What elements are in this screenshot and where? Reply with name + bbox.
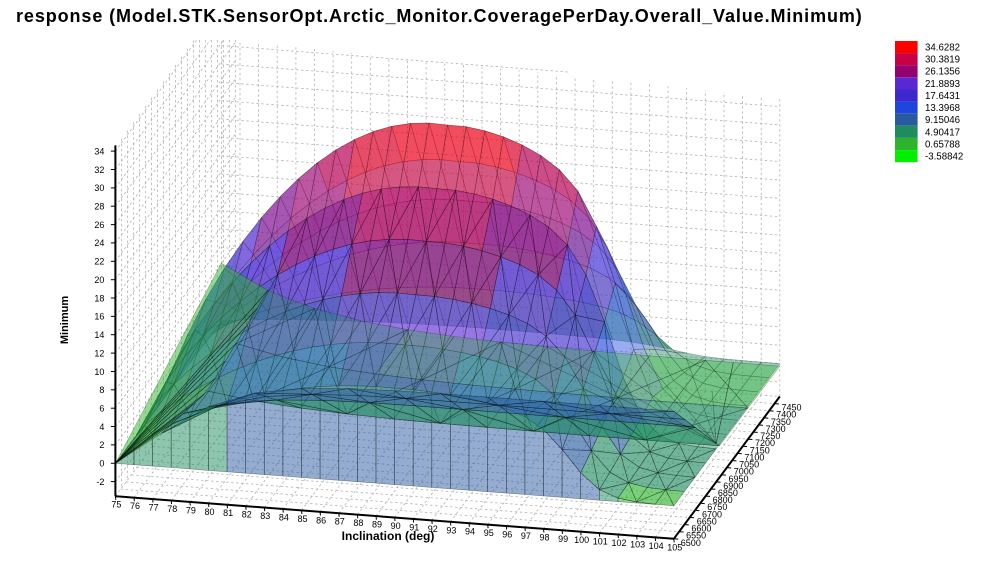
svg-text:13.3968: 13.3968	[925, 103, 960, 114]
svg-text:103: 103	[630, 540, 645, 550]
svg-text:Minimum: Minimum	[59, 296, 71, 344]
svg-text:22: 22	[94, 257, 104, 267]
svg-text:79: 79	[186, 505, 196, 515]
svg-text:28: 28	[94, 202, 104, 212]
svg-text:76: 76	[130, 501, 140, 511]
svg-text:104: 104	[649, 541, 664, 551]
svg-text:30.3819: 30.3819	[925, 55, 960, 66]
svg-text:100: 100	[574, 535, 589, 545]
svg-text:26: 26	[94, 220, 104, 230]
svg-text:0: 0	[99, 459, 104, 469]
svg-text:97: 97	[521, 531, 531, 541]
svg-text:18: 18	[94, 293, 104, 303]
svg-text:86: 86	[316, 515, 326, 525]
svg-text:102: 102	[611, 538, 626, 548]
svg-text:8: 8	[99, 385, 104, 395]
svg-text:0.65788: 0.65788	[925, 139, 960, 150]
svg-text:82: 82	[242, 510, 252, 520]
svg-text:85: 85	[297, 514, 307, 524]
svg-text:87: 87	[335, 517, 345, 527]
svg-text:96: 96	[502, 530, 512, 540]
svg-text:34: 34	[94, 146, 104, 156]
svg-text:101: 101	[593, 537, 608, 547]
svg-text:21.8893: 21.8893	[925, 79, 960, 90]
svg-text:94: 94	[465, 527, 475, 537]
svg-text:-3.58842: -3.58842	[925, 152, 963, 163]
svg-text:98: 98	[539, 532, 549, 542]
svg-text:7450: 7450	[782, 403, 802, 413]
svg-text:84: 84	[279, 513, 289, 523]
svg-text:83: 83	[260, 511, 270, 521]
svg-text:30: 30	[94, 183, 104, 193]
svg-text:20: 20	[94, 275, 104, 285]
svg-text:12: 12	[94, 348, 104, 358]
svg-text:17.6431: 17.6431	[925, 91, 960, 102]
svg-text:80: 80	[204, 507, 214, 517]
svg-text:-2: -2	[96, 477, 104, 487]
svg-text:6: 6	[99, 404, 104, 414]
svg-text:81: 81	[223, 508, 233, 518]
svg-text:95: 95	[484, 528, 494, 538]
svg-text:26.1356: 26.1356	[925, 67, 960, 78]
svg-text:4.90417: 4.90417	[925, 127, 960, 138]
svg-text:response (Model.STK.SensorOpt.: response (Model.STK.SensorOpt.Arctic_Mon…	[16, 6, 863, 26]
svg-text:9.15046: 9.15046	[925, 115, 960, 126]
svg-text:10: 10	[94, 367, 104, 377]
svg-text:16: 16	[94, 312, 104, 322]
svg-text:32: 32	[94, 165, 104, 175]
svg-text:34.6282: 34.6282	[925, 43, 960, 54]
svg-text:78: 78	[167, 504, 177, 514]
svg-text:99: 99	[558, 534, 568, 544]
svg-text:14: 14	[94, 330, 104, 340]
svg-text:77: 77	[149, 503, 159, 513]
svg-text:Inclination (deg): Inclination (deg)	[342, 529, 435, 543]
svg-text:88: 88	[353, 518, 363, 528]
svg-text:93: 93	[446, 525, 456, 535]
svg-text:75: 75	[111, 500, 121, 510]
svg-text:4: 4	[99, 422, 104, 432]
svg-text:2: 2	[99, 440, 104, 450]
svg-text:24: 24	[94, 238, 104, 248]
